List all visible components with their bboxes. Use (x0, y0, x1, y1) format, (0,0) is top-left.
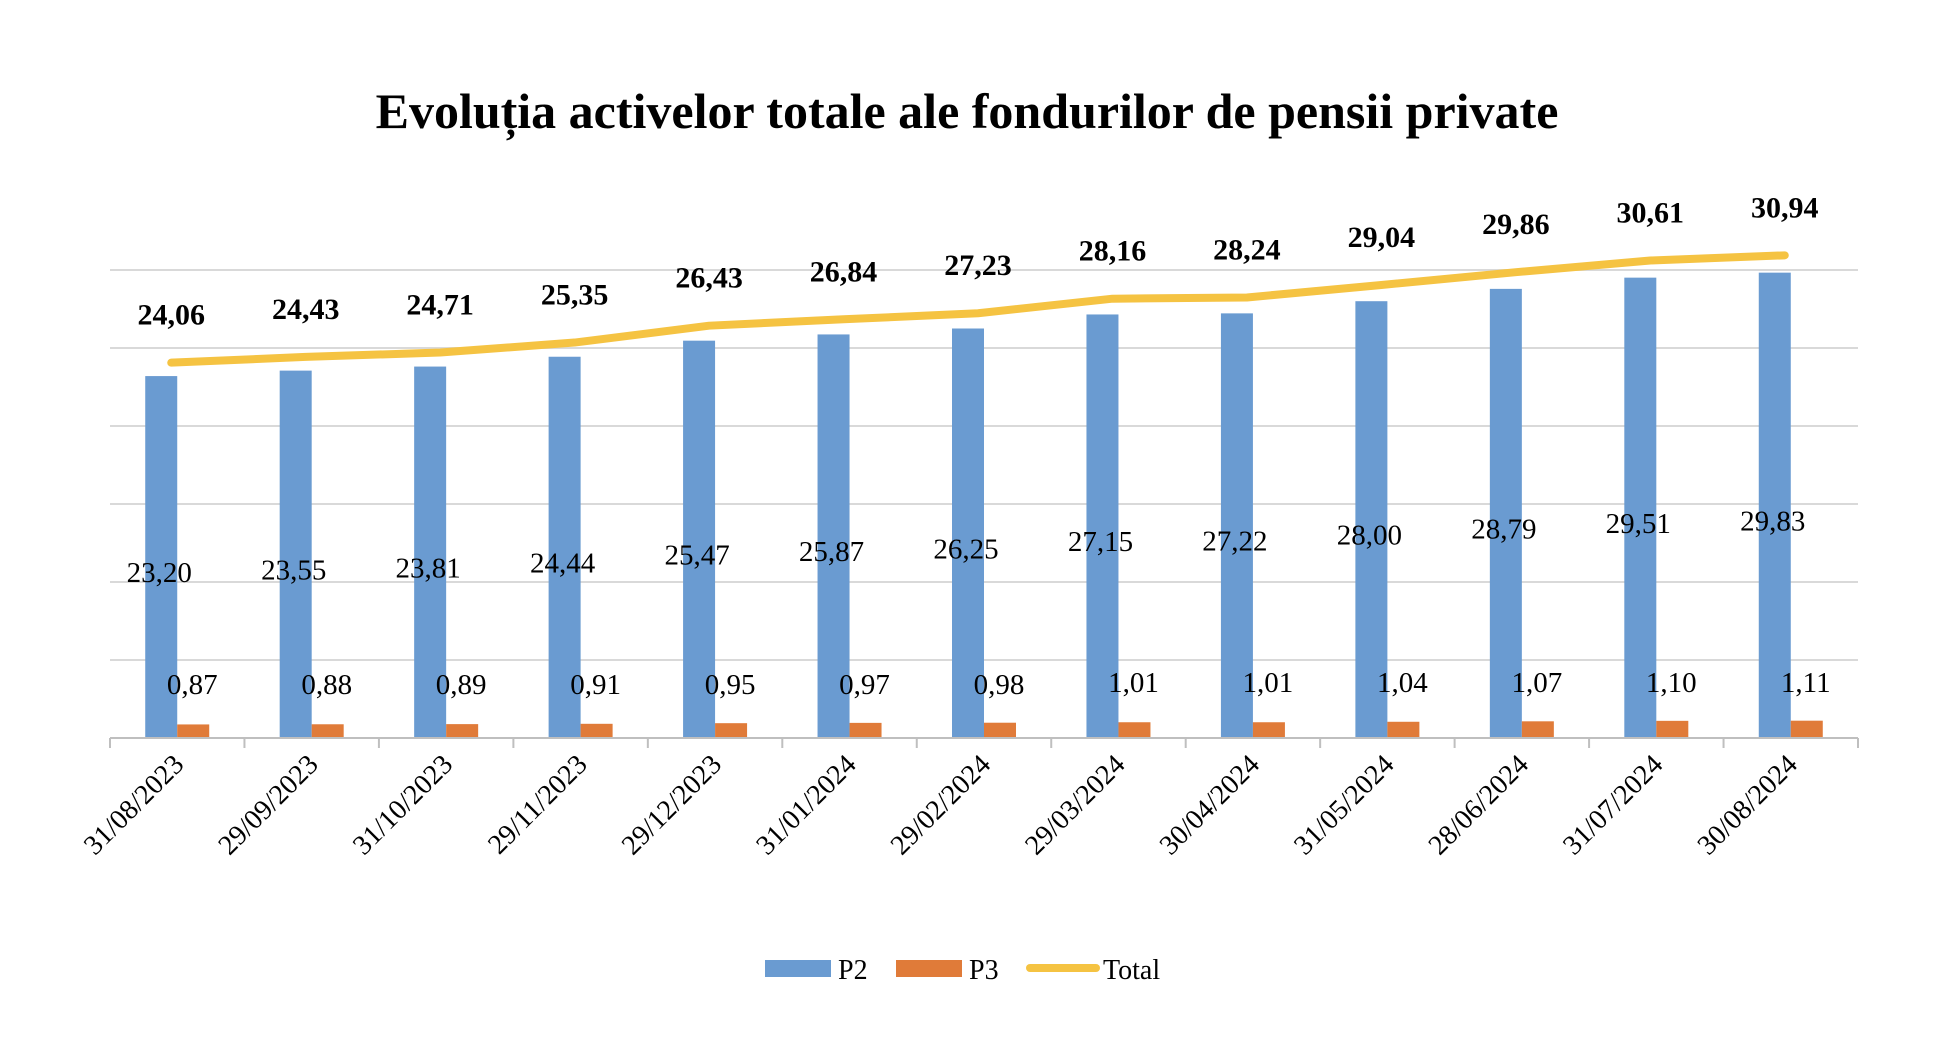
bar-p3 (1521, 721, 1554, 738)
bar-p2 (279, 370, 312, 738)
bar-p2 (1758, 272, 1791, 738)
bar-p3 (177, 724, 210, 738)
data-label-p3: 1,01 (1108, 667, 1159, 699)
data-label-total: 29,04 (1348, 221, 1416, 254)
data-label-p2: 24,44 (530, 547, 596, 579)
data-labels: 23,20 0,87 24,06 23,55 0,88 24,43 23,81 0,89 24,… (127, 191, 1831, 701)
x-tick-label: 31/08/2023 (78, 749, 190, 861)
data-label-total: 27,23 (944, 249, 1012, 282)
legend: P2 P3 Total (765, 955, 1160, 986)
x-tick-label: 29/02/2024 (885, 749, 997, 861)
bar-p2 (1489, 288, 1522, 738)
data-label-p2: 26,25 (933, 533, 998, 565)
bar-p2 (1355, 301, 1388, 738)
data-label-total: 24,43 (272, 293, 340, 326)
x-tick-label: 29/09/2023 (213, 749, 325, 861)
bar-p2 (817, 334, 850, 738)
x-tick-label: 31/01/2024 (750, 749, 862, 861)
data-label-p3: 1,04 (1377, 667, 1428, 699)
x-tick-label: 30/04/2024 (1154, 749, 1266, 861)
data-label-total: 28,24 (1213, 233, 1281, 266)
bar-p3 (984, 722, 1016, 738)
bar-p2 (1220, 313, 1253, 738)
data-label-p2: 29,51 (1606, 508, 1671, 540)
x-tick-label: 28/06/2024 (1423, 749, 1535, 861)
data-label-p2: 23,55 (261, 554, 326, 586)
data-label-total: 25,35 (541, 279, 609, 312)
data-label-p2: 29,83 (1740, 505, 1805, 537)
data-label-p2: 27,22 (1202, 526, 1267, 558)
total-line (167, 251, 1789, 367)
bar-p3 (715, 723, 748, 738)
bar-p3 (311, 724, 344, 738)
data-label-p2: 23,20 (127, 557, 192, 589)
data-label-p3: 1,07 (1511, 667, 1562, 699)
data-label-p3: 0,91 (570, 669, 621, 701)
bar-p3 (580, 723, 613, 738)
data-label-p2: 27,15 (1068, 526, 1133, 558)
data-label-p2: 25,47 (664, 539, 729, 571)
x-tick-label: 29/03/2024 (1019, 749, 1131, 861)
data-label-total: 24,06 (137, 299, 205, 332)
bar-p2 (145, 376, 178, 738)
bar-p3 (849, 722, 882, 738)
bar-p2 (548, 356, 581, 738)
x-tick-label: 30/08/2024 (1692, 749, 1804, 861)
data-label-p2: 25,87 (799, 536, 864, 568)
data-label-total: 29,86 (1482, 208, 1550, 241)
data-label-p2: 28,00 (1337, 520, 1402, 552)
data-label-p2: 23,81 (396, 552, 461, 584)
legend-swatch-p2 (765, 960, 831, 977)
bar-p2 (683, 340, 716, 738)
legend-swatch-p3 (896, 960, 962, 977)
data-label-p3: 1,01 (1243, 667, 1294, 699)
bar-p2 (1086, 314, 1119, 738)
data-label-p3: 0,87 (167, 669, 218, 701)
data-label-p3: 0,98 (974, 669, 1025, 701)
x-tick-label: 31/10/2023 (347, 749, 459, 861)
x-tick-label: 31/05/2024 (1288, 749, 1400, 861)
bar-p3 (1252, 722, 1285, 738)
data-label-total: 26,84 (810, 255, 878, 288)
bar-p3 (1118, 722, 1151, 738)
data-label-total: 28,16 (1079, 235, 1147, 268)
data-label-p3: 0,97 (839, 669, 890, 701)
legend-label-p3: P3 (969, 955, 999, 986)
x-tick-label: 29/12/2023 (616, 749, 728, 861)
x-axis: 31/08/2023 29/09/2023 31/10/2023 29/11/2023… (78, 737, 1859, 861)
chart-title: Evoluția activelor totale ale fondurilor… (375, 83, 1559, 139)
bar-p3 (1387, 721, 1420, 738)
data-label-p2: 28,79 (1471, 513, 1536, 545)
legend-label-p2: P2 (838, 955, 868, 986)
data-label-total: 26,43 (675, 262, 743, 295)
data-label-p3: 1,11 (1781, 667, 1831, 699)
x-tick-label: 31/07/2024 (1557, 749, 1669, 861)
bar-p3 (446, 724, 479, 738)
data-label-total: 30,61 (1617, 196, 1685, 229)
bar-p3 (1790, 720, 1823, 738)
bar-p2 (1624, 277, 1657, 738)
bars (145, 272, 1823, 738)
bar-p2 (414, 366, 447, 738)
data-label-p3: 0,95 (705, 669, 756, 701)
data-label-total: 24,71 (406, 289, 474, 322)
series-line-total (167, 251, 1789, 367)
data-label-total: 30,94 (1751, 191, 1819, 224)
data-label-p3: 1,10 (1646, 667, 1697, 699)
data-label-p3: 0,89 (436, 669, 487, 701)
bar-p3 (1656, 720, 1689, 738)
legend-label-total: Total (1103, 955, 1160, 986)
x-tick-label: 29/11/2023 (482, 749, 593, 860)
bar-p2 (952, 328, 984, 738)
data-label-p3: 0,88 (301, 669, 352, 701)
